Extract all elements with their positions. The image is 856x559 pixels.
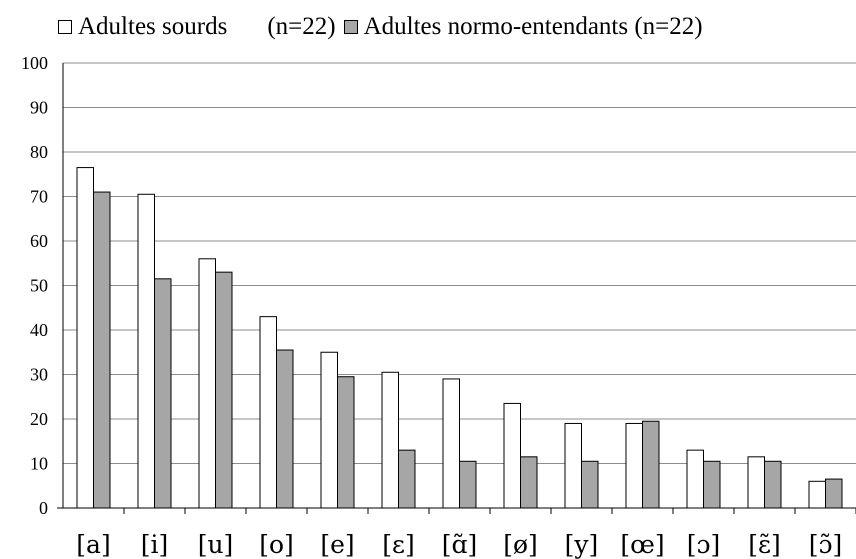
x-tick-label: [ɔ] bbox=[687, 530, 721, 559]
bar-deaf bbox=[808, 480, 826, 509]
y-tick-label: 80 bbox=[30, 142, 48, 162]
bar-deaf bbox=[198, 258, 216, 509]
bar-hearing bbox=[398, 449, 416, 509]
bar-hearing bbox=[459, 460, 477, 509]
legend-item-deaf: Adultes sourds (n=22) bbox=[58, 13, 336, 41]
bar-deaf bbox=[381, 371, 399, 509]
bar-deaf bbox=[76, 167, 94, 509]
bar-hearing bbox=[520, 456, 538, 509]
bar-deaf bbox=[747, 456, 765, 509]
legend-item-hearing: Adultes normo-entendants (n=22) bbox=[343, 13, 703, 41]
bar-deaf bbox=[442, 378, 460, 509]
bar-hearing bbox=[764, 460, 782, 509]
x-tick-label: [ø] bbox=[503, 530, 538, 559]
bar-deaf bbox=[137, 193, 155, 509]
bar-hearing bbox=[154, 278, 172, 509]
legend-n-deaf: (n=22) bbox=[267, 13, 336, 40]
y-tick-label: 20 bbox=[30, 409, 48, 429]
legend-label-deaf: Adultes sourds bbox=[78, 13, 228, 40]
y-tick-label: 90 bbox=[30, 98, 48, 118]
bar-deaf bbox=[625, 422, 643, 509]
y-tick-label: 70 bbox=[30, 187, 48, 207]
y-tick-label: 100 bbox=[21, 53, 48, 73]
x-tick-label: [ɑ̃] bbox=[442, 530, 478, 559]
x-tick-label: [œ] bbox=[620, 530, 664, 559]
y-tick-label: 50 bbox=[30, 276, 48, 296]
y-tick-label: 60 bbox=[30, 231, 48, 251]
y-tick-label: 10 bbox=[30, 454, 48, 474]
bar-hearing bbox=[642, 420, 660, 509]
y-tick-label: 40 bbox=[30, 320, 48, 340]
bar-hearing bbox=[215, 271, 233, 509]
x-tick-label: [ɛ] bbox=[382, 530, 414, 559]
bar-deaf bbox=[564, 422, 582, 509]
x-tick-label: [u] bbox=[198, 530, 234, 559]
legend-swatch-deaf bbox=[58, 20, 72, 34]
y-tick-label: 0 bbox=[39, 498, 48, 518]
bar-hearing bbox=[276, 349, 294, 509]
y-tick-label: 30 bbox=[30, 365, 48, 385]
x-tick-label: [ɔ̃] bbox=[809, 530, 843, 559]
x-tick-label: [a] bbox=[76, 530, 110, 559]
x-tick-label: [ɛ̃] bbox=[748, 530, 780, 559]
bar-deaf bbox=[259, 316, 277, 509]
bar-deaf bbox=[686, 449, 704, 509]
bar-hearing bbox=[93, 191, 111, 509]
x-tick-label: [e] bbox=[320, 530, 354, 559]
bar-hearing bbox=[581, 460, 599, 509]
legend-label-hearing: Adultes normo-entendants (n=22) bbox=[363, 13, 703, 40]
legend-swatch-hearing bbox=[343, 20, 358, 34]
bar-hearing bbox=[703, 460, 721, 509]
x-tick-label: [i] bbox=[141, 530, 169, 559]
bar-deaf bbox=[320, 351, 338, 509]
bar-hearing bbox=[337, 376, 355, 509]
x-tick-label: [o] bbox=[259, 530, 294, 559]
chart-legend: Adultes sourds (n=22) Adultes normo-ente… bbox=[58, 10, 703, 44]
bar-deaf bbox=[503, 402, 521, 509]
x-tick-label: [y] bbox=[565, 530, 599, 559]
bar-hearing bbox=[825, 478, 843, 509]
